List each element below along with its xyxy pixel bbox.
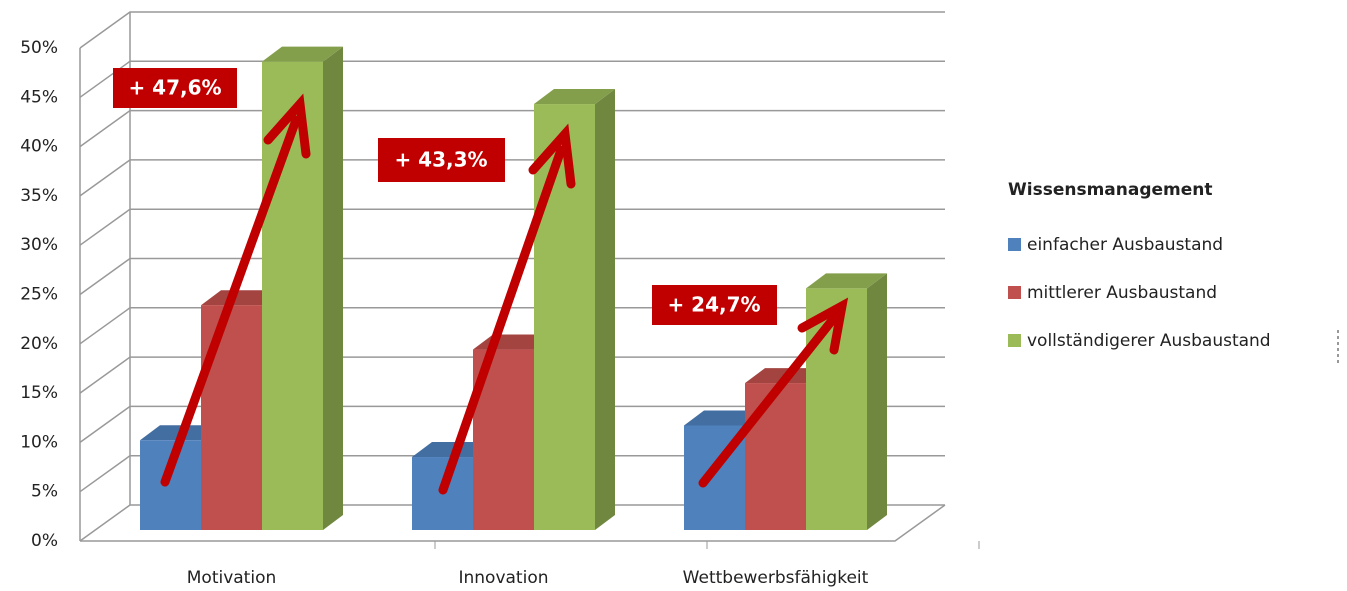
y-tick-label: 15% [20,383,58,403]
bar [745,383,806,530]
legend-label: mittlerer Ausbaustand [1027,283,1217,303]
arrow [438,145,566,495]
y-tick-label: 40% [20,137,58,157]
bar-top [534,89,615,105]
bar-top [806,273,887,289]
annotation-box [113,68,237,108]
x-tick-label: Wettbewerbsfähigkeit [683,568,869,588]
y-tick-label: 5% [31,482,58,502]
grid-line [79,208,945,246]
bar-top [201,290,282,306]
y-tick-label: 0% [31,531,58,551]
bar-top [684,410,765,426]
bar-side [323,46,343,531]
y-tick-label: 20% [20,334,58,354]
legend-label: einfacher Ausbaustand [1027,235,1223,255]
arrows [160,93,849,495]
legend-label: vollständigerer Ausbaustand [1027,331,1271,351]
y-tick-label: 25% [20,285,58,305]
annotation: + 24,7% [667,293,760,317]
y-tick-label: 30% [20,235,58,255]
annotation-box [652,285,777,325]
bar-side [595,89,615,530]
bars [140,46,887,531]
annotation: + 47,6% [128,76,221,100]
y-tick-label: 35% [20,186,58,206]
arrow [160,115,301,487]
legend-title: Wissensmanagement [1008,180,1213,200]
grid-line [79,109,945,148]
x-tick-label: Motivation [187,568,277,588]
legend-swatch [1008,334,1021,347]
x-tick-label: Innovation [458,568,548,588]
annotation: + 43,3% [394,148,487,172]
bar [534,104,595,530]
legend-swatch [1008,238,1021,251]
arrow-head [797,297,849,355]
arrow [698,313,839,488]
arrow-head [263,93,311,159]
grid-line [79,159,945,197]
grid-line [79,11,945,49]
y-tick-label: 45% [20,87,58,107]
floor [80,504,946,542]
bar-side [867,273,887,530]
grid: 0% 5% 10% 15% 20% 25% 30% 35% 40% 45% 50% Motivatio… [20,11,980,588]
annotation-box [378,138,505,182]
y-tick-label: 50% [20,38,58,58]
bar-top [262,46,343,62]
bar [201,305,262,530]
arrow-head [528,123,576,189]
legend-swatch [1008,286,1021,299]
y-tick-label: 10% [20,432,58,452]
